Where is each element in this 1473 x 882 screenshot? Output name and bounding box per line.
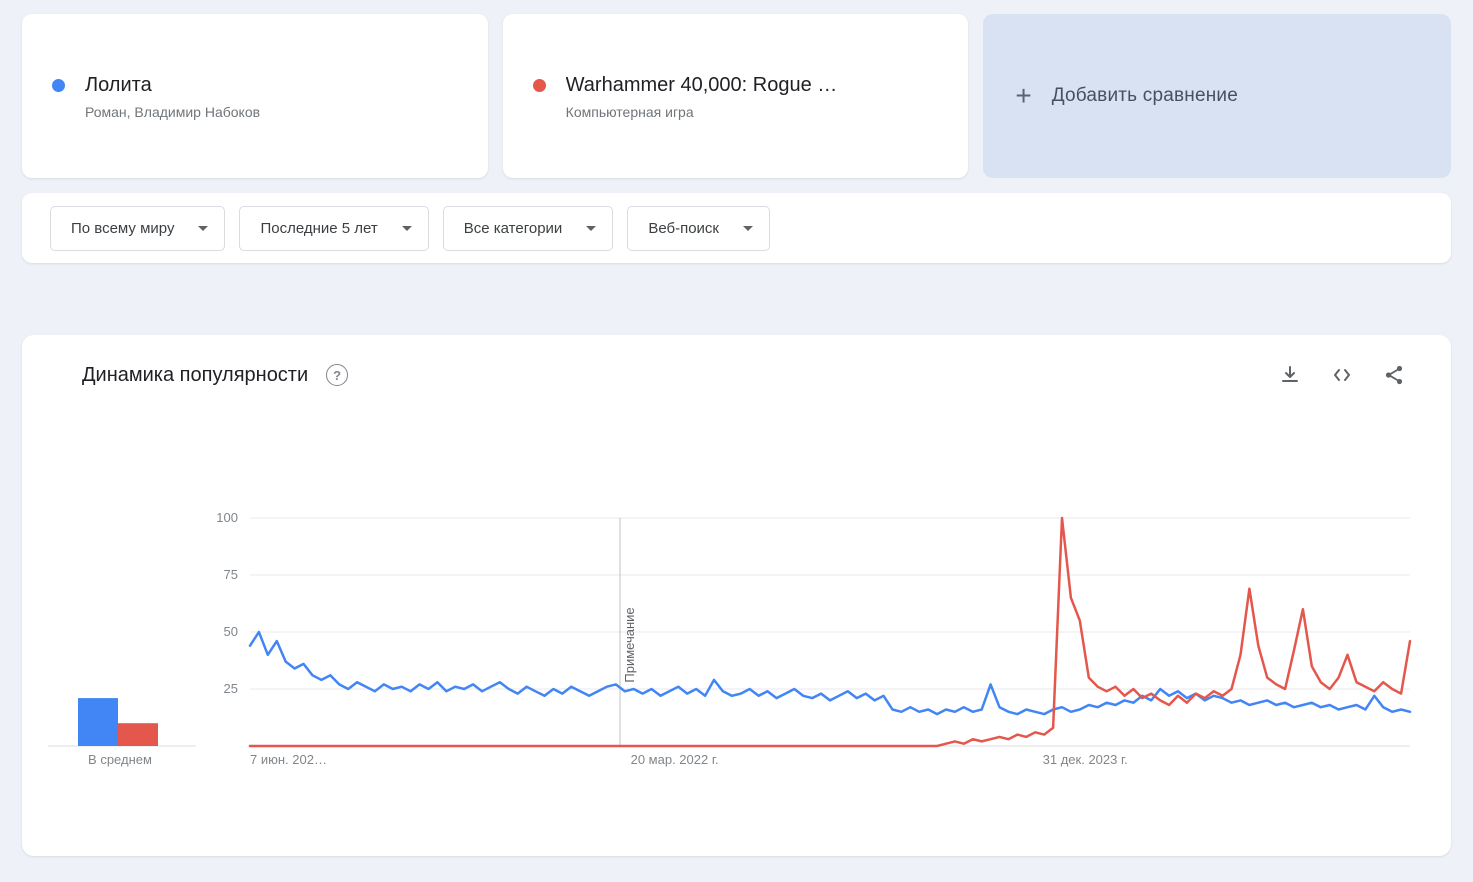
- trends-card-header: Динамика популярности ?: [82, 363, 1406, 387]
- svg-text:В среднем: В среднем: [88, 752, 152, 767]
- term-card-lolita[interactable]: Лолита Роман, Владимир Набоков: [22, 14, 488, 178]
- term-color-dot-blue: [52, 79, 65, 92]
- svg-text:25: 25: [224, 681, 238, 696]
- add-comparison-label: Добавить сравнение: [1051, 85, 1239, 106]
- term-card-warhammer[interactable]: Warhammer 40,000: Rogue … Компьютерная и…: [502, 14, 969, 178]
- plus-icon: +: [1015, 80, 1032, 111]
- filter-category-dropdown[interactable]: Все категории: [442, 205, 614, 251]
- chevron-down-icon: [401, 225, 412, 231]
- term-subtitle: Компьютерная игра: [565, 104, 694, 120]
- filter-timerange-label: Последние 5 лет: [260, 219, 378, 237]
- chevron-down-icon: [586, 225, 597, 231]
- svg-text:31 дек. 2023 г.: 31 дек. 2023 г.: [1043, 752, 1128, 767]
- svg-text:75: 75: [224, 567, 238, 582]
- term-title: Warhammer 40,000: Rogue …: [565, 74, 838, 96]
- filter-category-label: Все категории: [463, 219, 563, 237]
- term-subtitle: Роман, Владимир Набоков: [85, 104, 261, 120]
- chevron-down-icon: [742, 225, 753, 231]
- svg-text:50: 50: [224, 624, 238, 639]
- svg-text:20 мар. 2022 г.: 20 мар. 2022 г.: [631, 752, 719, 767]
- chevron-down-icon: [198, 225, 209, 231]
- term-title: Лолита: [85, 74, 152, 96]
- average-bar-chart[interactable]: В среднем: [48, 505, 198, 783]
- download-icon[interactable]: [1278, 363, 1302, 387]
- add-comparison-button[interactable]: + Добавить сравнение: [983, 14, 1452, 178]
- interest-over-time-card: Динамика популярности ? В среднем 25 50 75…: [22, 335, 1451, 856]
- share-icon[interactable]: [1382, 363, 1406, 387]
- embed-icon[interactable]: [1330, 363, 1354, 387]
- section-title: Динамика популярности: [82, 363, 309, 386]
- filter-timerange-dropdown[interactable]: Последние 5 лет: [239, 205, 429, 251]
- help-icon[interactable]: ?: [326, 364, 349, 386]
- term-color-dot-red: [532, 79, 546, 92]
- filter-region-dropdown[interactable]: По всему миру: [50, 205, 226, 251]
- filter-searchtype-dropdown[interactable]: Веб-поиск: [627, 205, 770, 251]
- svg-text:7 июн. 202…: 7 июн. 202…: [250, 752, 327, 767]
- filter-region-label: По всему миру: [71, 219, 175, 237]
- filter-searchtype-label: Веб-поиск: [648, 219, 719, 237]
- comparison-cards-row: Лолита Роман, Владимир Набоков Warhammer…: [22, 14, 1452, 178]
- svg-text:Примечание: Примечание: [622, 607, 637, 682]
- svg-text:100: 100: [216, 510, 238, 525]
- trend-line-chart[interactable]: 25 50 75 100 7 июн. 202… 20 мар. 2022 г. 31 де…: [190, 505, 1430, 783]
- filter-bar: По всему миру Последние 5 лет Все катего…: [22, 193, 1451, 263]
